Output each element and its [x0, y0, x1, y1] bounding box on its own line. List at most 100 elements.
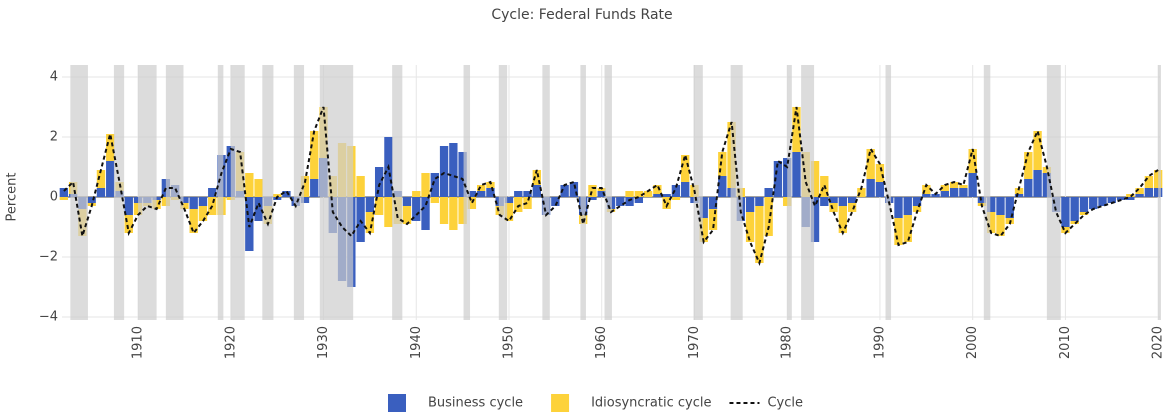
- bar: [968, 149, 977, 173]
- legend-label: Idiosyncratic cycle: [591, 396, 711, 411]
- bar: [1033, 170, 1042, 197]
- bar: [755, 206, 764, 263]
- bar: [838, 206, 848, 233]
- bar: [569, 182, 579, 197]
- bar: [365, 212, 375, 233]
- bar: [449, 197, 458, 230]
- bar: [532, 170, 541, 185]
- bar: [903, 215, 912, 242]
- bar: [625, 197, 634, 206]
- bar: [1005, 197, 1014, 218]
- bar: [949, 182, 959, 188]
- bar: [1116, 197, 1126, 200]
- shaded-period: [498, 65, 508, 320]
- bar: [1126, 194, 1135, 197]
- bar: [745, 197, 755, 212]
- bar: [616, 197, 625, 206]
- bar: [365, 197, 375, 212]
- bar: [59, 197, 69, 200]
- shaded-period: [885, 65, 892, 320]
- bar: [634, 197, 643, 203]
- bar: [245, 173, 254, 197]
- bar: [282, 191, 291, 197]
- shaded-period: [801, 65, 815, 320]
- bar: [1024, 179, 1033, 197]
- bar: [699, 197, 708, 218]
- bar: [838, 197, 848, 206]
- bar: [792, 107, 801, 152]
- bar: [912, 206, 922, 212]
- bar: [106, 161, 115, 197]
- bar: [504, 203, 514, 221]
- bar: [551, 197, 560, 206]
- bar: [894, 218, 903, 245]
- x-tick-label: 1930: [316, 326, 331, 359]
- bar: [987, 212, 996, 233]
- bar: [875, 164, 885, 182]
- bar: [949, 188, 959, 197]
- shaded-period: [70, 65, 88, 320]
- bar: [987, 197, 996, 212]
- bar: [254, 197, 263, 221]
- bar: [745, 212, 755, 242]
- bar: [449, 143, 458, 197]
- shaded-period: [542, 65, 550, 320]
- x-tick-label: 1990: [872, 326, 887, 359]
- bar: [374, 197, 384, 215]
- bar: [87, 197, 96, 203]
- bar: [189, 197, 198, 209]
- bar: [1135, 194, 1144, 197]
- y-tick-label: −2: [39, 250, 58, 265]
- bar: [671, 185, 681, 197]
- bar: [662, 194, 671, 197]
- bar: [662, 197, 671, 209]
- bar: [1014, 188, 1024, 194]
- bar: [1135, 188, 1144, 194]
- bar: [1024, 152, 1033, 179]
- bar: [532, 185, 541, 197]
- bar: [922, 185, 931, 194]
- bar: [940, 191, 950, 197]
- bar: [829, 203, 838, 212]
- bar: [486, 182, 495, 188]
- legend-label: Business cycle: [428, 396, 523, 411]
- bar: [810, 161, 820, 197]
- cycle-line: [63, 106, 1159, 267]
- bar: [634, 191, 643, 197]
- bar: [699, 218, 708, 242]
- bar: [996, 215, 1005, 236]
- bar: [1070, 221, 1079, 224]
- bar: [245, 197, 254, 251]
- bar: [792, 152, 801, 197]
- shaded-period: [730, 65, 743, 320]
- x-tick-label: 1970: [687, 326, 702, 359]
- bar: [820, 197, 829, 206]
- bar: [625, 191, 634, 197]
- bar: [467, 191, 477, 197]
- chart-title: Cycle: Federal Funds Rate: [491, 7, 672, 23]
- bar: [254, 179, 263, 197]
- bar: [439, 146, 449, 197]
- bar: [208, 188, 217, 197]
- bar: [1107, 197, 1116, 203]
- bar: [810, 197, 820, 242]
- bar: [764, 197, 773, 236]
- shaded-period: [113, 65, 125, 320]
- bar: [866, 149, 875, 179]
- bar: [959, 188, 968, 197]
- shaded-period: [165, 65, 184, 320]
- shaded-period: [392, 65, 403, 320]
- bar: [1079, 212, 1089, 215]
- x-tick-label: 1920: [223, 326, 238, 359]
- bar: [1126, 197, 1135, 200]
- y-tick-label: 0: [50, 190, 58, 205]
- bar: [198, 206, 208, 221]
- bar: [189, 209, 198, 233]
- bar: [1079, 197, 1089, 212]
- bar: [875, 182, 885, 197]
- bar: [486, 188, 495, 197]
- shaded-period: [230, 65, 245, 320]
- bar: [412, 197, 421, 221]
- bar: [384, 197, 393, 227]
- x-tick-label: 1980: [780, 326, 795, 359]
